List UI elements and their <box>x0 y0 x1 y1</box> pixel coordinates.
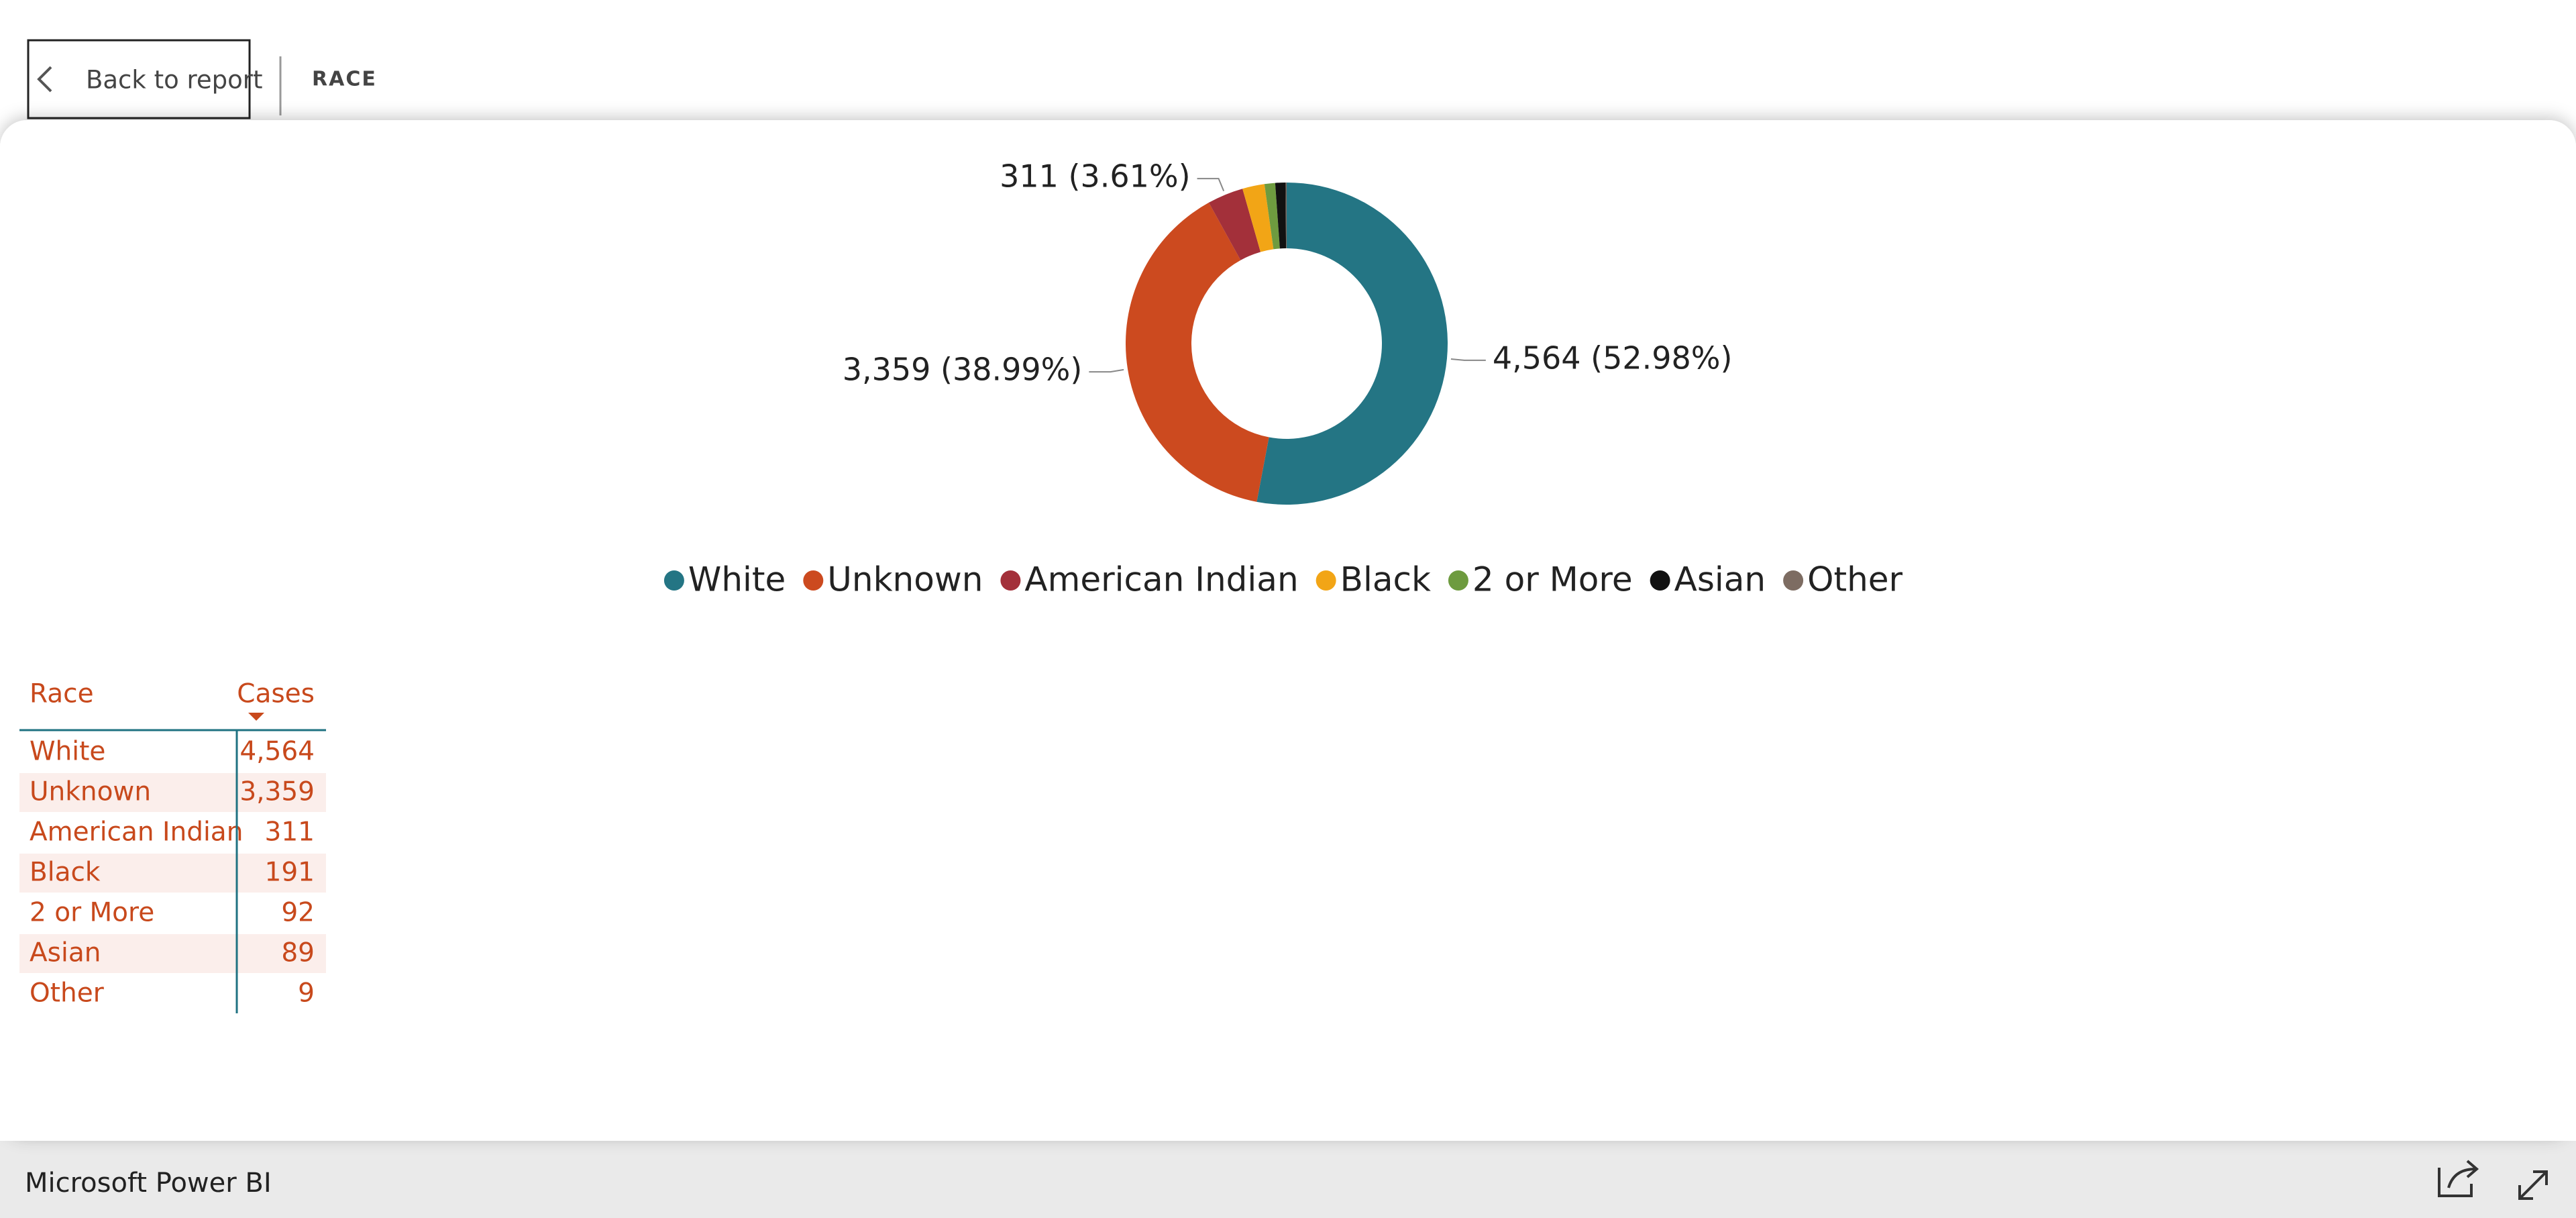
legend-swatch <box>1650 570 1670 591</box>
table-cell: 4,564 <box>239 737 315 767</box>
table-cell: 89 <box>281 938 315 968</box>
back-button[interactable]: Back to report <box>27 39 263 119</box>
donut-slice <box>1208 189 1261 260</box>
table-cell: 9 <box>298 978 315 1009</box>
donut-slice <box>1285 183 1287 249</box>
visual-card <box>0 120 2576 1141</box>
page-title: RACE <box>312 68 377 91</box>
table-cell: Unknown <box>30 777 151 807</box>
legend-label: Black <box>1340 560 1431 599</box>
donut-slice <box>1242 184 1274 252</box>
table-cell: 2 or More <box>30 898 154 928</box>
table-cell: Asian <box>30 938 101 968</box>
leader-line <box>1197 178 1225 191</box>
legend-item[interactable]: 2 or More <box>1448 560 1633 599</box>
data-label: 311 (3.61%) <box>1000 158 1190 195</box>
row-band <box>19 854 326 893</box>
table-cell: Other <box>30 978 105 1009</box>
donut-slice <box>1264 183 1280 250</box>
legend-item[interactable]: White <box>663 560 786 599</box>
share-icon-arrow[interactable] <box>2447 1160 2479 1188</box>
legend-swatch <box>1448 570 1468 591</box>
legend-label: American Indian <box>1024 560 1298 599</box>
legend-item[interactable]: Other <box>1783 560 1903 599</box>
expand-icon[interactable] <box>2518 1170 2548 1200</box>
table-cell: 311 <box>265 817 315 848</box>
brand: Microsoft Power BI <box>25 1168 272 1199</box>
table-cell: White <box>30 737 105 767</box>
leader-line <box>1089 368 1124 373</box>
legend-label: Other <box>1807 560 1902 599</box>
leader-line <box>1450 358 1486 361</box>
data-label: 3,359 (38.99%) <box>843 352 1083 388</box>
column-header: Race <box>30 679 94 709</box>
data-label: 4,564 (52.98%) <box>1493 340 1733 376</box>
donut-slice <box>1126 202 1269 502</box>
back-button-frame[interactable] <box>27 39 251 119</box>
legend-swatch <box>663 570 684 591</box>
legend-item[interactable]: Unknown <box>803 560 983 599</box>
legend-label: Asian <box>1674 560 1766 599</box>
expand-icon-arrows[interactable] <box>2518 1170 2548 1200</box>
legend-swatch <box>1000 570 1021 591</box>
card-bottom <box>0 1074 2576 1141</box>
column-header: Cases <box>237 679 315 709</box>
legend-label: White <box>688 560 786 599</box>
table-cell: American Indian <box>30 817 243 848</box>
legend-item[interactable]: American Indian <box>1000 560 1299 599</box>
back-button-label[interactable]: Back to report <box>86 66 263 95</box>
row-band <box>19 934 326 973</box>
share-icon[interactable] <box>2438 1160 2479 1197</box>
legend-item[interactable]: Black <box>1316 560 1431 599</box>
sort-arrow[interactable] <box>248 713 264 721</box>
donut-slice <box>1256 183 1448 505</box>
back-chevron[interactable] <box>37 66 52 93</box>
table-cell: 191 <box>265 858 315 888</box>
table-cell: 92 <box>281 898 315 928</box>
donut-slice <box>1275 183 1287 249</box>
legend-item[interactable]: Asian <box>1650 560 1766 599</box>
footer <box>0 1141 2576 1218</box>
table-cell: Black <box>30 858 101 888</box>
legend-swatch <box>803 570 824 591</box>
legend-swatch <box>1783 570 1804 591</box>
share-icon-box[interactable] <box>2438 1168 2473 1197</box>
legend-label: Unknown <box>827 560 983 599</box>
row-band <box>19 773 326 812</box>
legend-label: 2 or More <box>1472 560 1633 599</box>
legend-swatch <box>1316 570 1336 591</box>
table-cell: 3,359 <box>239 777 315 807</box>
